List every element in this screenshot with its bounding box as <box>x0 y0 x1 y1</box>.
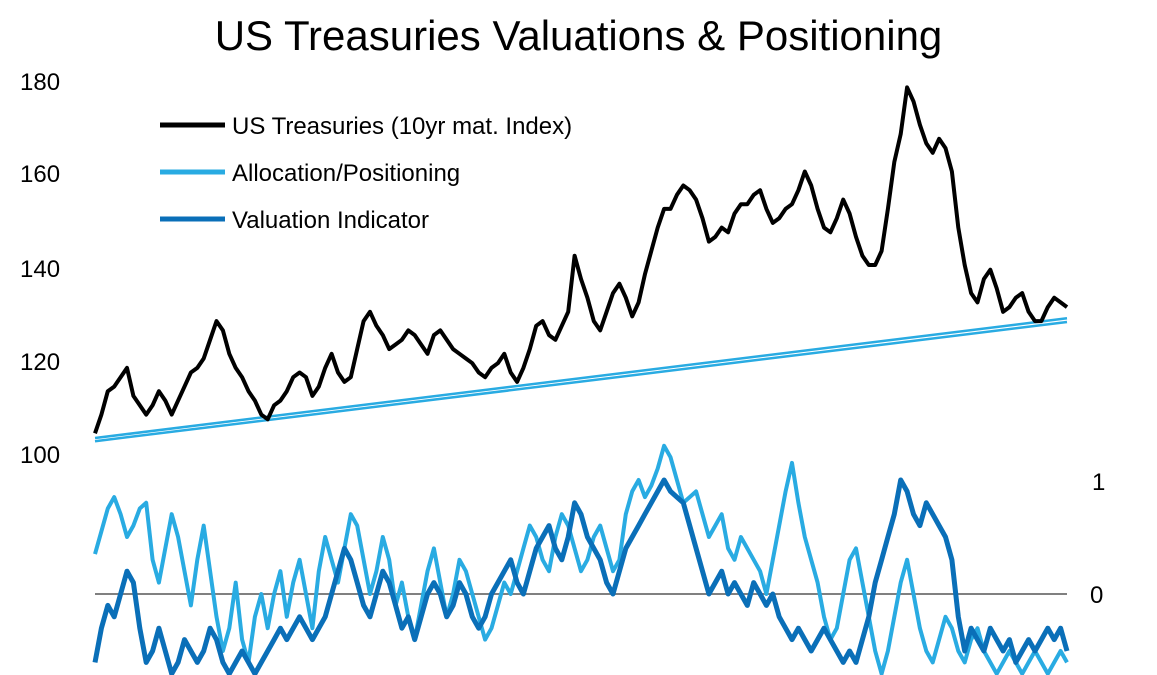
legend-label-allocation: Allocation/Positioning <box>232 160 460 187</box>
legend-label-valuation: Valuation Indicator <box>232 207 429 234</box>
left-axis-ticks: 180 160 140 120 100 <box>20 69 60 469</box>
right-tick-label: 1 <box>1092 469 1105 496</box>
trend-line-lower <box>94 320 1068 443</box>
legend: US Treasuries (10yr mat. Index) Allocati… <box>160 113 572 234</box>
allocation-positioning-line <box>93 443 1069 675</box>
valuation-indicator-line <box>92 477 1070 675</box>
us-treasuries-line <box>93 85 1069 434</box>
left-tick-label: 140 <box>20 256 60 283</box>
left-tick-label: 160 <box>20 161 60 188</box>
left-tick-label: 180 <box>20 69 60 96</box>
series-layer <box>92 85 1070 675</box>
right-tick-label: 0 <box>1090 582 1103 609</box>
legend-label-treasuries: US Treasuries (10yr mat. Index) <box>232 113 572 140</box>
left-tick-label: 120 <box>20 349 60 376</box>
left-tick-label: 100 <box>20 442 60 469</box>
trend-line-upper <box>94 317 1068 440</box>
chart-title: US Treasuries Valuations & Positioning <box>214 12 943 59</box>
right-axis-ticks: 1 0 <box>1090 469 1105 609</box>
